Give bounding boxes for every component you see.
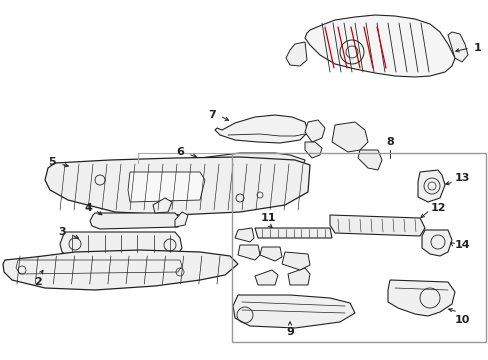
Polygon shape [447,32,467,62]
Polygon shape [45,157,309,215]
Polygon shape [254,270,278,285]
Polygon shape [421,230,451,256]
Polygon shape [128,172,204,202]
Text: 4: 4 [84,203,92,213]
Polygon shape [60,232,182,256]
Text: 7: 7 [208,110,215,120]
Polygon shape [285,42,306,66]
Text: 1: 1 [473,43,481,53]
Text: 11: 11 [260,213,275,223]
Text: 13: 13 [453,173,469,183]
Bar [231,153,485,342]
Polygon shape [3,250,238,290]
Polygon shape [287,268,309,285]
Polygon shape [387,280,454,316]
Polygon shape [305,120,325,142]
Polygon shape [331,122,367,152]
Text: 2: 2 [34,277,42,287]
Polygon shape [260,247,282,261]
Polygon shape [417,170,444,202]
Polygon shape [90,213,182,229]
Polygon shape [235,228,253,242]
Polygon shape [232,295,354,328]
Polygon shape [305,142,321,158]
Polygon shape [357,150,381,170]
Text: 14: 14 [453,240,469,250]
Text: 3: 3 [58,227,66,237]
Polygon shape [282,252,309,270]
Text: 6: 6 [176,147,183,157]
Text: 9: 9 [285,327,293,337]
Polygon shape [238,245,260,260]
Polygon shape [329,215,424,236]
Text: 8: 8 [386,137,393,147]
Polygon shape [175,212,187,227]
Polygon shape [153,198,172,213]
Polygon shape [254,228,331,238]
Polygon shape [215,115,307,143]
Text: 12: 12 [429,203,445,213]
Polygon shape [180,153,305,171]
Text: 5: 5 [48,157,56,167]
Text: 10: 10 [453,315,469,325]
Polygon shape [305,15,454,77]
